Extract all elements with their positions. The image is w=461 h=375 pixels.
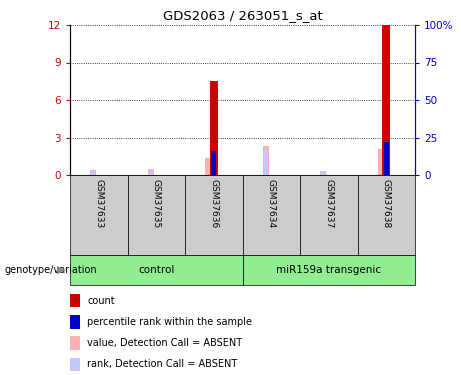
Text: GSM37638: GSM37638 (382, 179, 391, 228)
Text: percentile rank within the sample: percentile rank within the sample (87, 317, 252, 327)
Bar (384, 142, 389, 175)
Text: GSM37633: GSM37633 (94, 179, 103, 228)
Bar (148, 169, 154, 175)
Bar (70, 358, 80, 371)
Bar (70, 175, 128, 255)
Text: GSM37634: GSM37634 (267, 179, 276, 228)
Bar (382, 25, 390, 175)
Title: GDS2063 / 263051_s_at: GDS2063 / 263051_s_at (163, 9, 322, 22)
Text: GSM37635: GSM37635 (152, 179, 161, 228)
Text: ▶: ▶ (57, 265, 65, 275)
Text: GSM37636: GSM37636 (209, 179, 218, 228)
Bar (128, 175, 185, 255)
Bar (149, 170, 153, 175)
Bar (211, 151, 216, 175)
Text: GSM37637: GSM37637 (324, 179, 333, 228)
Bar (320, 171, 326, 175)
Text: control: control (138, 265, 174, 275)
Bar (264, 150, 268, 175)
Text: rank, Detection Call = ABSENT: rank, Detection Call = ABSENT (87, 359, 237, 369)
Text: miR159a transgenic: miR159a transgenic (276, 265, 381, 275)
Bar (378, 149, 384, 175)
Bar (205, 158, 211, 175)
Bar (263, 146, 269, 175)
Bar (357, 175, 415, 255)
Bar (242, 175, 300, 255)
Bar (300, 175, 357, 255)
Bar (210, 81, 218, 175)
Bar (242, 255, 415, 285)
Bar (321, 171, 325, 175)
Bar (70, 315, 80, 328)
Bar (91, 171, 95, 175)
Bar (185, 175, 242, 255)
Bar (90, 170, 96, 175)
Text: count: count (87, 296, 115, 306)
Text: value, Detection Call = ABSENT: value, Detection Call = ABSENT (87, 338, 242, 348)
Bar (70, 336, 80, 350)
Text: genotype/variation: genotype/variation (5, 265, 97, 275)
Bar (70, 294, 80, 307)
Bar (70, 255, 242, 285)
